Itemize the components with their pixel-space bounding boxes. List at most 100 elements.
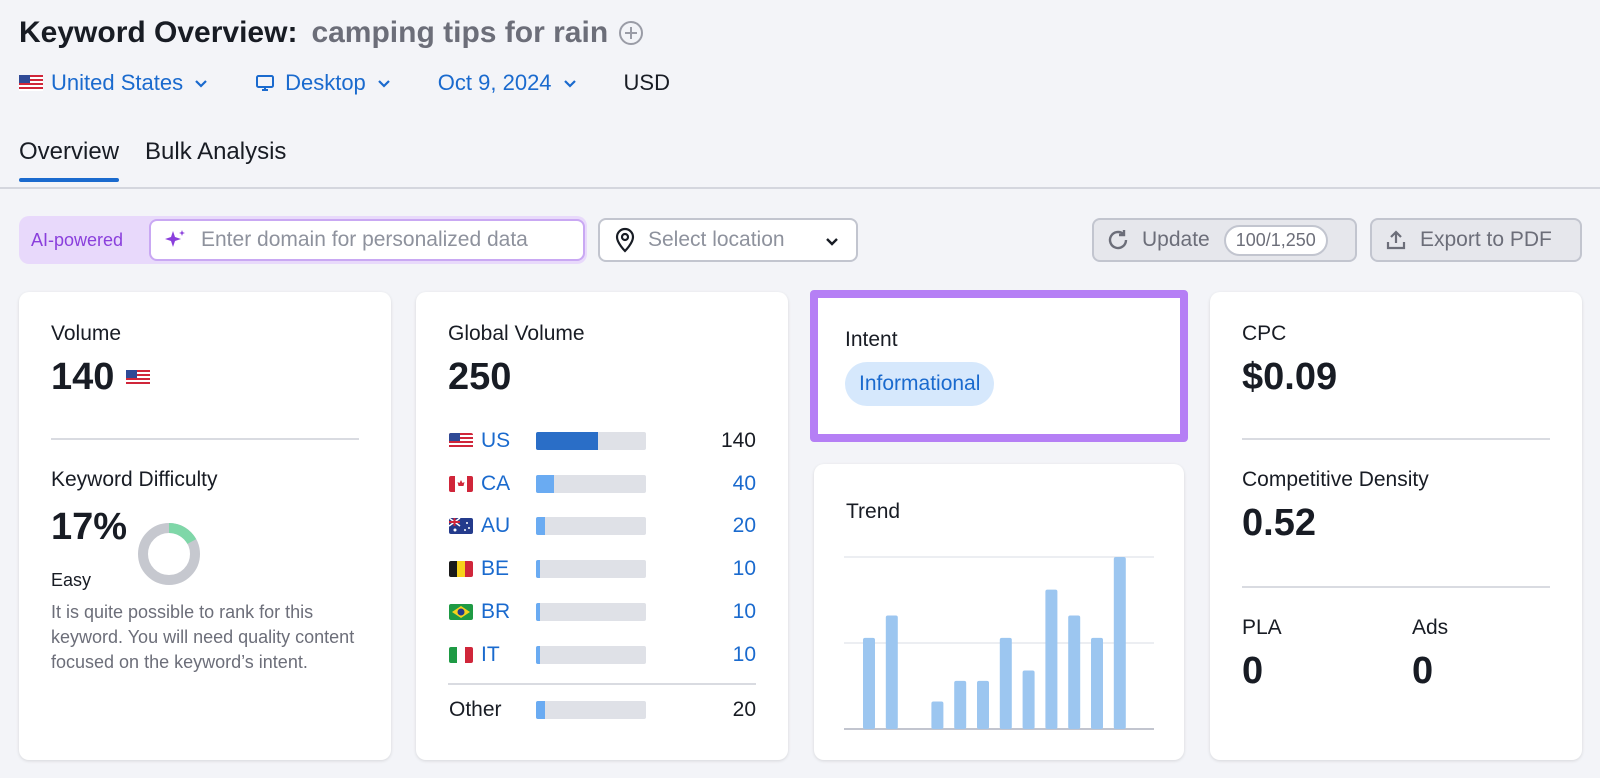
export-pdf-button[interactable]: Export to PDF	[1370, 218, 1582, 262]
country-bar	[536, 432, 646, 450]
country-volume: 10	[732, 643, 756, 666]
trend-bar[interactable]	[931, 701, 944, 729]
ai-domain-box: AI-powered Enter domain for personalized…	[19, 216, 587, 264]
domain-input[interactable]: Enter domain for personalized data	[149, 219, 585, 261]
location-pin-icon	[614, 227, 636, 253]
ads-label: Ads	[1412, 616, 1449, 639]
divider	[1242, 438, 1550, 440]
device-label: Desktop	[285, 70, 366, 95]
add-to-list-icon[interactable]	[618, 20, 644, 46]
date-selector[interactable]: Oct 9, 2024	[438, 70, 578, 96]
country-label: United States	[51, 70, 184, 95]
country-bar-fill	[536, 560, 541, 578]
ai-powered-label: AI-powered	[31, 229, 124, 250]
competitive-density-label: Competitive Density	[1242, 468, 1429, 491]
tabs-divider	[0, 187, 1600, 189]
country-bar-fill	[536, 432, 598, 450]
cpc-label: CPC	[1242, 322, 1287, 345]
country-code: AU	[481, 514, 511, 537]
divider	[448, 683, 756, 685]
country-row-be[interactable]: BE 10	[449, 555, 756, 583]
br-flag-icon	[449, 604, 473, 620]
update-button[interactable]: Update 100/1,250	[1092, 218, 1357, 262]
country-bar-fill	[536, 517, 545, 535]
us-flag-icon	[126, 369, 151, 386]
trend-bar[interactable]	[1045, 589, 1058, 729]
kd-donut-fill	[138, 523, 200, 585]
trend-bar[interactable]	[1091, 637, 1103, 729]
intent-card: Intent Informational	[810, 290, 1188, 442]
competitive-density-value: 0.52	[1242, 502, 1316, 544]
country-code: CA	[481, 472, 511, 495]
it-flag-icon	[449, 647, 473, 663]
date-label: Oct 9, 2024	[437, 70, 552, 95]
trend-bar[interactable]	[885, 615, 898, 729]
country-bar-fill	[536, 701, 545, 719]
country-bar	[536, 475, 646, 493]
country-code: IT	[481, 643, 500, 666]
chevron-down-icon	[378, 80, 390, 88]
country-bar	[536, 560, 646, 578]
trend-bar[interactable]	[999, 637, 1012, 729]
trend-bar[interactable]	[863, 637, 875, 729]
us-flag-icon	[449, 433, 473, 449]
trend-bar[interactable]	[1068, 615, 1081, 729]
tab-bulk-analysis[interactable]: Bulk Analysis	[145, 138, 287, 165]
cpc-card: CPC $0.09 Competitive Density 0.52 PLA 0…	[1210, 292, 1582, 760]
tab-overview[interactable]: Overview	[19, 138, 120, 182]
global-volume-value: 250	[448, 356, 512, 398]
device-selector[interactable]: Desktop	[255, 70, 392, 96]
volume-value: 140	[51, 356, 115, 398]
country-volume: 40	[732, 472, 756, 495]
ads-value: 0	[1412, 650, 1434, 692]
volume-label: Volume	[51, 322, 122, 345]
country-bar	[536, 646, 646, 664]
kd-description: It is quite possible to rank for this ke…	[51, 602, 355, 672]
country-row-it[interactable]: IT 10	[449, 641, 756, 669]
trend-bar[interactable]	[954, 680, 967, 729]
pla-label: PLA	[1242, 616, 1282, 639]
update-quota-badge: 100/1,250	[1223, 224, 1328, 256]
au-flag-icon	[449, 518, 473, 534]
country-volume: 10	[732, 600, 756, 623]
ca-flag-icon	[449, 476, 473, 492]
update-label: Update	[1142, 228, 1210, 251]
other-volume: 20	[732, 698, 756, 721]
be-flag-icon	[449, 561, 473, 577]
location-selector[interactable]: Select location	[598, 218, 858, 262]
country-row-au[interactable]: AU 20	[449, 512, 756, 540]
chevron-down-icon	[563, 80, 576, 88]
trend-bar[interactable]	[1022, 670, 1035, 729]
refresh-icon	[1106, 228, 1130, 252]
country-volume: 20	[732, 514, 756, 537]
trend-chart	[844, 556, 1154, 730]
trend-bar[interactable]	[977, 680, 989, 729]
kd-label: Keyword Difficulty	[51, 468, 218, 491]
desktop-icon	[255, 73, 275, 93]
global-volume-card: Global Volume 250 US 140 CA 40 AU 20 BE …	[416, 292, 788, 760]
intent-badge[interactable]: Informational	[845, 362, 995, 406]
country-row-us[interactable]: US 140	[449, 427, 756, 455]
trend-bar[interactable]	[1113, 557, 1126, 729]
trend-card: Trend	[814, 464, 1184, 760]
country-volume: 10	[732, 557, 756, 580]
country-bar	[536, 603, 646, 621]
country-selector[interactable]: United States	[19, 70, 209, 96]
export-label: Export to PDF	[1420, 228, 1552, 251]
country-bar-fill	[536, 646, 541, 664]
pla-value: 0	[1242, 650, 1264, 692]
kd-level: Easy	[51, 570, 92, 590]
us-flag-icon	[19, 75, 43, 91]
country-row-ca[interactable]: CA 40	[449, 470, 756, 498]
volume-card: Volume 140 Keyword Difficulty 17% Easy I…	[19, 292, 391, 760]
keyword-title: camping tips for rain	[311, 16, 609, 49]
global-volume-label: Global Volume	[448, 322, 585, 345]
country-row-br[interactable]: BR 10	[449, 598, 756, 626]
cpc-value: $0.09	[1242, 356, 1338, 398]
kd-donut-chart	[138, 523, 200, 585]
divider	[1242, 586, 1550, 588]
country-volume: 140	[720, 429, 756, 452]
country-bar-fill	[536, 475, 554, 493]
divider	[51, 438, 359, 440]
country-code: BR	[481, 600, 511, 623]
